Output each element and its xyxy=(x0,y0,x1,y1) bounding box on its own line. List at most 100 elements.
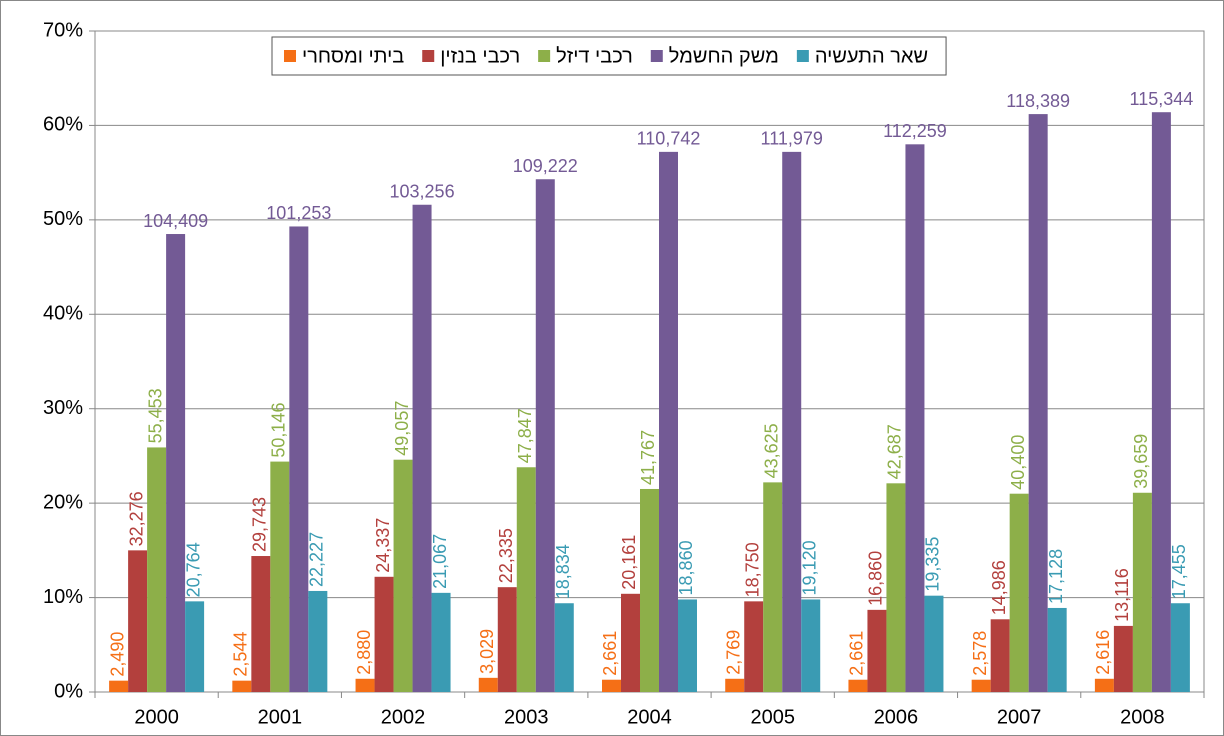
data-label: 2,578 xyxy=(970,631,990,676)
data-label: 13,116 xyxy=(1112,568,1132,622)
x-tick-label: 2007 xyxy=(997,706,1042,728)
data-label: 18,834 xyxy=(553,544,573,599)
data-label: 16,860 xyxy=(866,551,886,606)
bar xyxy=(516,467,536,692)
data-label: 118,389 xyxy=(1006,91,1070,111)
bar xyxy=(147,447,167,692)
bar xyxy=(109,680,129,692)
legend-label: רכבי בנזין xyxy=(440,45,520,67)
data-label: 29,743 xyxy=(250,497,270,552)
data-label: 19,335 xyxy=(923,537,943,592)
bar xyxy=(744,601,764,692)
data-label: 17,455 xyxy=(1169,544,1189,599)
data-label: 17,128 xyxy=(1046,549,1066,604)
data-label: 50,146 xyxy=(269,403,289,458)
bar xyxy=(535,179,555,692)
bar xyxy=(185,601,205,692)
x-tick-label: 2001 xyxy=(258,706,303,728)
data-label: 109,222 xyxy=(513,156,578,176)
y-tick-label: 30% xyxy=(43,397,83,419)
data-label: 101,253 xyxy=(266,203,331,223)
data-label: 20,764 xyxy=(183,542,203,597)
legend-marker xyxy=(422,50,435,62)
bar xyxy=(374,576,394,692)
data-label: 19,120 xyxy=(799,540,819,595)
y-tick-label: 60% xyxy=(43,114,83,136)
x-tick-label: 2000 xyxy=(134,706,179,728)
bar xyxy=(1047,607,1067,692)
bar xyxy=(725,678,745,692)
bar xyxy=(659,151,678,692)
data-label: 20,161 xyxy=(619,535,639,590)
bar xyxy=(1132,492,1152,692)
legend-label: ביתי ומסחרי xyxy=(302,45,404,67)
y-tick-label: 20% xyxy=(43,491,83,513)
data-label: 21,067 xyxy=(430,534,450,589)
bar xyxy=(431,592,451,692)
bar xyxy=(128,550,148,692)
data-label: 40,400 xyxy=(1008,435,1028,490)
data-label: 18,860 xyxy=(676,540,696,595)
bar xyxy=(640,488,659,692)
bar xyxy=(355,678,375,692)
bar xyxy=(621,593,640,692)
bar xyxy=(1009,493,1029,692)
bar xyxy=(1094,678,1114,692)
bar xyxy=(924,595,944,692)
data-label: 49,057 xyxy=(392,401,412,456)
bar xyxy=(497,587,517,692)
bar xyxy=(554,603,574,692)
y-tick-label: 50% xyxy=(43,208,83,230)
bar xyxy=(848,679,868,692)
data-label: 112,259 xyxy=(883,121,947,141)
x-tick-label: 2008 xyxy=(1120,706,1165,728)
bar xyxy=(801,599,821,692)
data-label: 2,490 xyxy=(107,632,127,677)
bar xyxy=(886,483,906,692)
data-label: 22,335 xyxy=(496,528,516,583)
data-label: 47,847 xyxy=(515,408,535,463)
data-label: 32,276 xyxy=(126,491,146,546)
bar xyxy=(393,459,413,692)
bar xyxy=(971,679,991,692)
bar xyxy=(1170,603,1190,692)
legend-marker xyxy=(650,50,663,62)
data-label: 2,544 xyxy=(231,632,251,677)
legend-label: שאר התעשיה xyxy=(815,45,928,67)
bar xyxy=(867,609,887,692)
data-label: 55,453 xyxy=(145,388,165,443)
data-label: 43,625 xyxy=(761,423,781,478)
data-label: 110,742 xyxy=(637,129,701,149)
bar xyxy=(232,680,252,692)
data-label: 39,659 xyxy=(1131,434,1151,489)
legend: ביתי ומסחרי רכבי בנזין רכבי דיזל משק החשמל ש… xyxy=(271,36,947,76)
bar xyxy=(478,677,498,692)
legend-label: משק החשמל xyxy=(669,45,779,67)
x-tick-label: 2005 xyxy=(750,706,795,728)
legend-label: רכבי דיזל xyxy=(556,45,633,67)
data-label: 2,616 xyxy=(1093,630,1113,675)
bar xyxy=(412,204,432,692)
x-tick-label: 2003 xyxy=(504,706,549,728)
bar xyxy=(166,234,186,692)
bar xyxy=(1113,625,1133,692)
bar xyxy=(763,482,783,692)
y-tick-label: 10% xyxy=(43,586,83,608)
bar xyxy=(251,556,271,692)
bar xyxy=(308,590,328,692)
data-label: 111,979 xyxy=(761,129,823,149)
legend-marker xyxy=(796,50,809,62)
bar xyxy=(990,619,1010,692)
data-label: 14,986 xyxy=(989,560,1009,615)
data-label: 103,256 xyxy=(390,181,455,201)
data-label: 18,750 xyxy=(742,542,762,597)
y-tick-label: 0% xyxy=(54,680,83,702)
data-label: 2,769 xyxy=(723,630,743,675)
data-label: 104,409 xyxy=(143,211,208,231)
data-label: 2,661 xyxy=(600,631,620,676)
bar xyxy=(782,151,802,692)
data-label: 3,029 xyxy=(477,629,497,674)
legend-box xyxy=(271,36,947,76)
x-tick-label: 2004 xyxy=(627,706,672,728)
bar xyxy=(270,461,290,692)
